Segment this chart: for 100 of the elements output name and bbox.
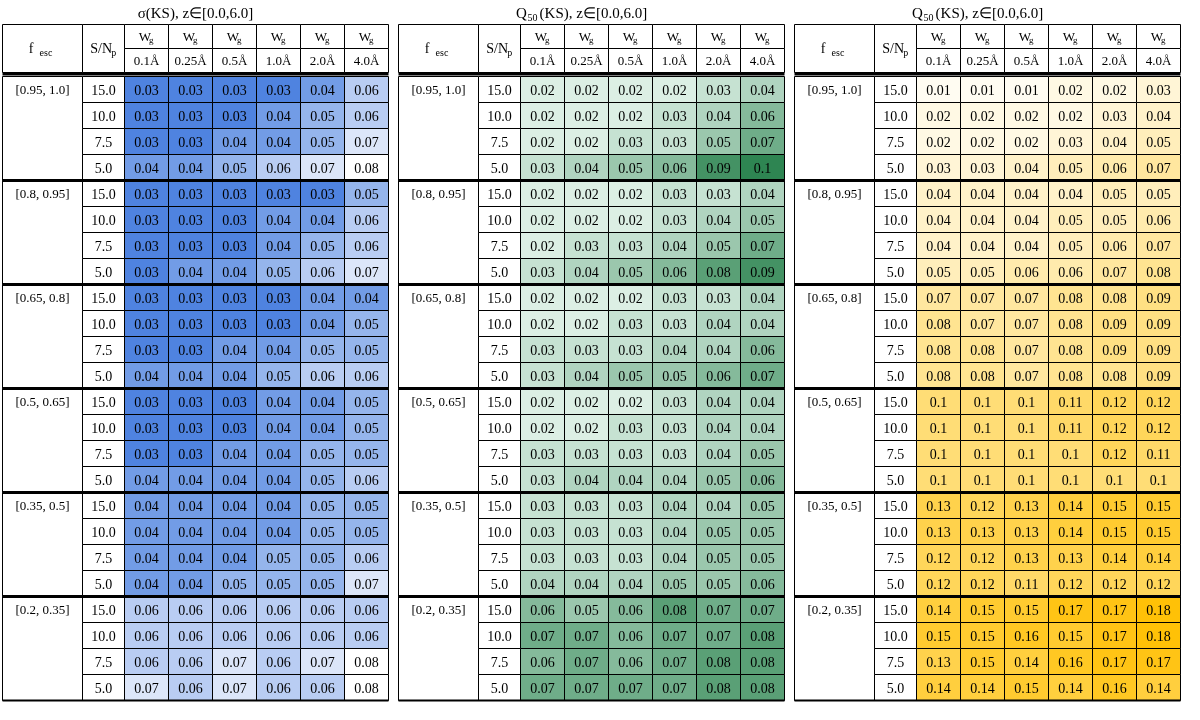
data-label: 0.06 [266,628,291,644]
data-label: 0.02 [530,420,555,436]
data-label: 0.02 [618,108,643,124]
data-label: 0.04 [266,134,291,150]
data-label: 0.06 [750,342,775,358]
data-label: 0.02 [618,186,643,202]
data-label: 0.03 [134,108,159,124]
data-label: 0.05 [1058,212,1083,228]
data-label: 0.13 [926,654,951,670]
data-label: 0.06 [354,628,379,644]
data-label: 0.01 [970,82,995,98]
y2-tick-label: [0.2, 0.35] [411,602,466,617]
data-label: 0.08 [1102,368,1127,384]
data-label: 0.13 [1058,550,1083,566]
data-label: 0.08 [1146,264,1171,280]
y-tick-label: 10.0 [487,316,512,332]
data-label: 0.14 [1058,680,1083,696]
data-label: 0.06 [354,368,379,384]
data-label: 0.05 [354,420,379,436]
data-label: 0.04 [222,524,247,540]
data-label: 0.07 [662,680,687,696]
data-label: 0.04 [134,160,159,176]
data-label: 0.06 [134,654,159,670]
data-label: 0.05 [1102,212,1127,228]
data-label: 0.03 [178,212,203,228]
data-label: 0.06 [750,576,775,592]
data-label: 0.09 [1102,316,1127,332]
data-label: 0.06 [354,550,379,566]
data-label: 0.06 [750,108,775,124]
data-label: 0.05 [706,472,731,488]
data-label: 0.12 [970,498,995,514]
data-label: 0.06 [354,238,379,254]
data-label: 0.07 [926,290,951,306]
data-label: 0.03 [618,498,643,514]
data-label: 0.03 [574,498,599,514]
data-label: 0.12 [1146,394,1171,410]
data-label: 0.04 [1146,108,1171,124]
data-label: 0.04 [178,524,203,540]
data-label: 0.03 [618,524,643,540]
data-label: 0.02 [970,134,995,150]
y-tick-label: 10.0 [91,524,116,540]
data-label: 0.14 [1102,550,1127,566]
data-label: 0.05 [310,550,335,566]
data-label: 0.04 [574,160,599,176]
data-label: 0.09 [706,160,731,176]
data-label: 0.05 [222,576,247,592]
data-label: 0.02 [970,108,995,124]
data-label: 0.06 [1014,264,1039,280]
data-label: 0.03 [706,82,731,98]
data-label: 0.08 [1058,316,1083,332]
data-label: 0.08 [706,680,731,696]
data-label: 0.16 [1014,628,1039,644]
data-label: 0.1 [1017,394,1036,410]
data-label: 0.04 [706,212,731,228]
data-label: 0.04 [222,342,247,358]
data-label: 0.02 [574,134,599,150]
data-label: 0.04 [750,186,775,202]
data-label: 0.05 [310,134,335,150]
y-tick-label: 15.0 [487,498,512,514]
data-label: 0.07 [1014,290,1039,306]
data-label: 0.06 [310,368,335,384]
y2-tick-label: [0.8, 0.95] [15,186,70,201]
data-label: 0.12 [970,550,995,566]
data-label: 0.04 [178,368,203,384]
data-label: 0.03 [530,498,555,514]
data-label: 0.02 [530,212,555,228]
data-label: 0.1 [973,472,992,488]
y-tick-label: 7.5 [886,134,905,150]
data-label: 0.04 [222,498,247,514]
data-label: 0.12 [970,576,995,592]
y-tick-label: 5.0 [490,368,509,384]
y-tick-label: 10.0 [91,108,116,124]
data-label: 0.05 [618,368,643,384]
y-tick-label: 5.0 [94,160,113,176]
data-label: 0.04 [178,550,203,566]
data-label: 0.05 [618,160,643,176]
data-label: 0.1 [753,160,772,176]
data-label: 0.16 [1058,654,1083,670]
y-tick-label: 10.0 [883,108,908,124]
data-label: 0.15 [970,628,995,644]
data-label: 0.08 [1058,290,1083,306]
data-label: 0.04 [178,576,203,592]
data-label: 0.03 [926,160,951,176]
data-label: 0.02 [530,394,555,410]
data-label: 0.18 [1146,628,1171,644]
data-label: 0.1 [1017,446,1036,462]
data-label: 0.03 [178,342,203,358]
data-label: 0.03 [574,446,599,462]
data-label: 0.08 [926,368,951,384]
y-tick-label: 15.0 [883,82,908,98]
y-tick-label: 10.0 [883,316,908,332]
data-label: 0.05 [266,368,291,384]
data-label: 0.04 [970,238,995,254]
data-label: 0.02 [574,186,599,202]
y-tick-label: 10.0 [883,212,908,228]
data-label: 0.1 [929,446,948,462]
y-tick-label: 10.0 [91,316,116,332]
y-tick-label: 15.0 [91,498,116,514]
data-label: 0.05 [750,498,775,514]
data-label: 0.06 [222,602,247,618]
